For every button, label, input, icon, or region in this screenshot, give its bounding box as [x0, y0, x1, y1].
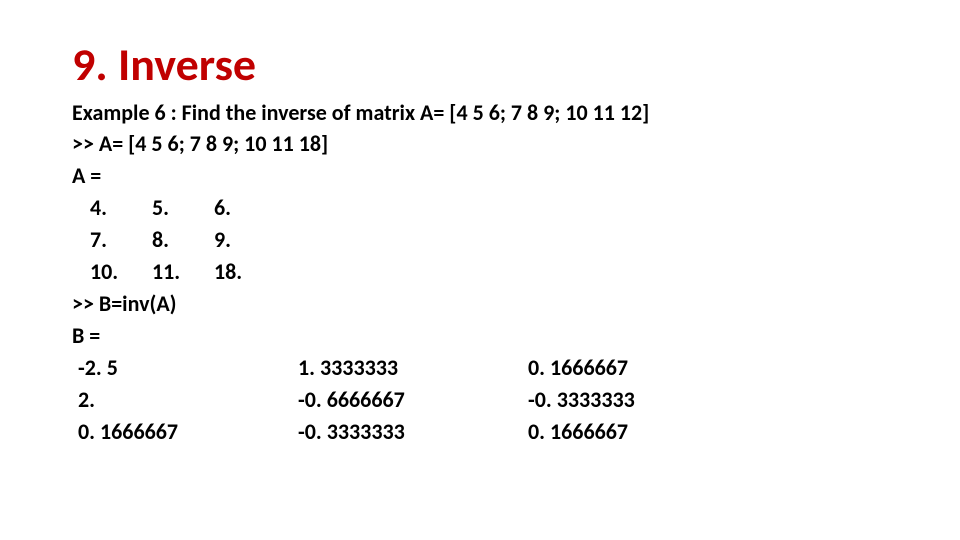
body-block: Example 6 : Find the inverse of matrix A… [72, 97, 888, 448]
cell: 8. [152, 224, 214, 256]
cell: 10. [90, 256, 152, 288]
cell: 1. 3333333 [298, 352, 528, 384]
cell: 2. [78, 384, 298, 416]
command-b: >> B=inv(A) [72, 288, 888, 320]
slide-content: 9. Inverse Example 6 : Find the inverse … [0, 0, 960, 447]
cell: 6. [214, 192, 276, 224]
cell: 0. 1666667 [528, 352, 688, 384]
cell: 11. [152, 256, 214, 288]
cell: -2. 5 [78, 352, 298, 384]
cell: 0. 1666667 [78, 416, 298, 448]
cell: 9. [214, 224, 276, 256]
cell: 4. [90, 192, 152, 224]
cell: 5. [152, 192, 214, 224]
cell: 0. 1666667 [528, 416, 688, 448]
matrix-b-row: 2. -0. 6666667 -0. 3333333 [72, 384, 888, 416]
cell: 18. [214, 256, 276, 288]
cell: -0. 3333333 [298, 416, 528, 448]
cell: 7. [90, 224, 152, 256]
matrix-a-row: 7. 8. 9. [72, 224, 888, 256]
label-b: B = [72, 320, 888, 352]
example-line: Example 6 : Find the inverse of matrix A… [72, 97, 888, 129]
matrix-a-row: 10. 11. 18. [72, 256, 888, 288]
cell: -0. 6666667 [298, 384, 528, 416]
matrix-a-row: 4. 5. 6. [72, 192, 888, 224]
label-a: A = [72, 160, 888, 192]
matrix-b-row: -2. 5 1. 3333333 0. 1666667 [72, 352, 888, 384]
command-a: >> A= [4 5 6; 7 8 9; 10 11 18] [72, 128, 888, 160]
section-heading: 9. Inverse [72, 40, 888, 91]
matrix-b-row: 0. 1666667 -0. 3333333 0. 1666667 [72, 416, 888, 448]
cell: -0. 3333333 [528, 384, 688, 416]
